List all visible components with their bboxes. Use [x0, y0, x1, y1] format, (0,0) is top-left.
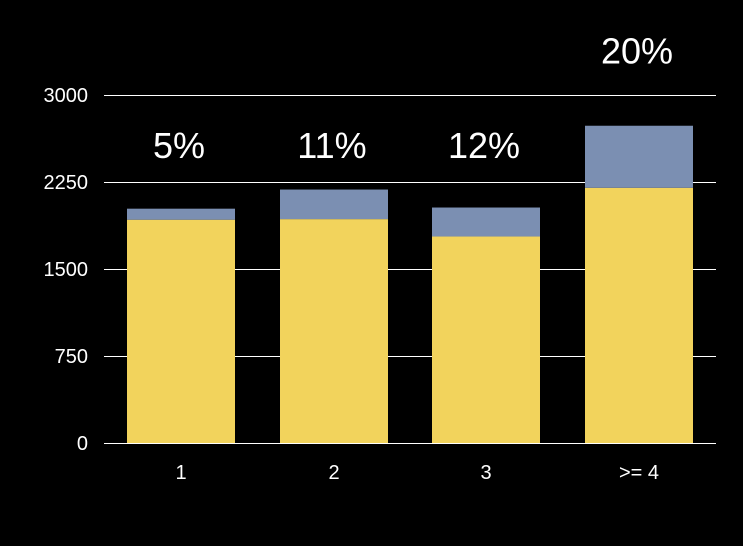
y-tick-label: 750: [55, 346, 88, 368]
percent-label: 12%: [448, 125, 520, 166]
x-tick-label: 1: [175, 462, 186, 484]
bar-segment-base: [432, 236, 540, 443]
x-tick-label: 3: [480, 462, 491, 484]
bar-segment-base: [127, 219, 235, 443]
y-tick-label: 2250: [44, 172, 89, 194]
bar-segment-top: [585, 125, 693, 188]
x-tick-label: 2: [328, 462, 339, 484]
percent-labels: 5% 11% 12% 20%: [153, 31, 673, 166]
y-axis-ticks: 0 750 1500 2250 3000: [44, 85, 89, 455]
bar-segment-top: [127, 208, 235, 220]
percent-label: 11%: [297, 125, 366, 166]
bar-segment-top: [280, 189, 388, 220]
bars: [127, 125, 693, 443]
y-tick-label: 1500: [44, 259, 89, 281]
percent-label: 5%: [153, 125, 205, 166]
bar-segment-base: [585, 187, 693, 443]
y-tick-label: 0: [77, 433, 88, 455]
x-axis-ticks: 1 2 3 >= 4: [175, 462, 659, 484]
x-tick-label: >= 4: [619, 462, 659, 484]
bar-segment-base: [280, 219, 388, 443]
bar-segment-top: [432, 207, 540, 237]
y-tick-label: 3000: [44, 85, 89, 107]
percent-label: 20%: [601, 31, 673, 72]
